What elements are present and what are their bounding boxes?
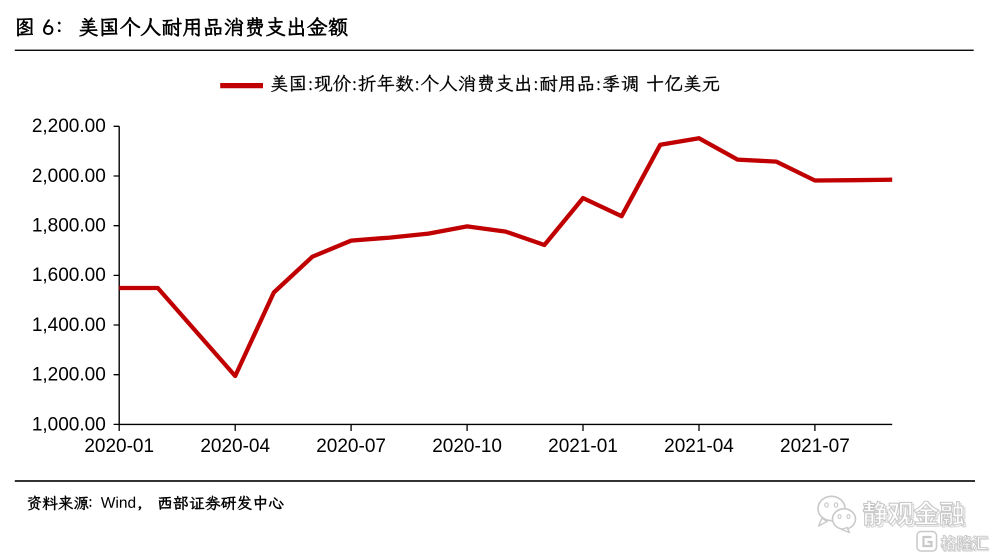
svg-text:2021-07: 2021-07 <box>780 436 850 457</box>
svg-text:2020-07: 2020-07 <box>316 436 386 457</box>
svg-text:2020-10: 2020-10 <box>432 436 502 457</box>
svg-text:1,000.00: 1,000.00 <box>32 414 106 435</box>
svg-text:1,200.00: 1,200.00 <box>32 365 106 386</box>
svg-text:1,600.00: 1,600.00 <box>32 265 106 286</box>
svg-text:2,000.00: 2,000.00 <box>32 166 106 187</box>
svg-text:2021-01: 2021-01 <box>548 436 618 457</box>
svg-text:1,400.00: 1,400.00 <box>32 315 106 336</box>
svg-text:2021-04: 2021-04 <box>664 436 734 457</box>
svg-text:2020-01: 2020-01 <box>84 436 154 457</box>
svg-text:2020-04: 2020-04 <box>200 436 270 457</box>
svg-text:2,200.00: 2,200.00 <box>32 116 106 137</box>
svg-text:1,800.00: 1,800.00 <box>32 216 106 237</box>
